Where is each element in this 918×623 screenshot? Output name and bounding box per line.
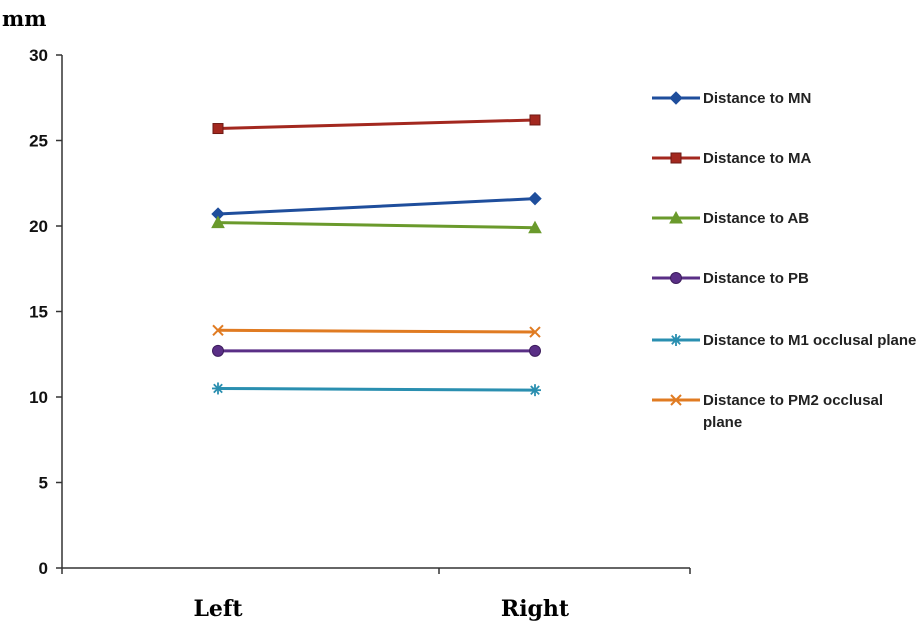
series-group <box>211 114 542 397</box>
legend-label-line: plane <box>703 414 742 431</box>
y-tick-label: 20 <box>29 217 48 236</box>
legend-label-line: Distance to MA <box>703 150 812 167</box>
legend-label-line: Distance to PB <box>703 270 809 287</box>
data-point <box>212 324 224 337</box>
legend-label-line: Distance to AB <box>703 210 809 227</box>
legend-item: Distance to PB <box>652 270 809 287</box>
series-1 <box>211 191 542 221</box>
y-tick-label: 15 <box>29 303 48 322</box>
series-line <box>217 328 536 334</box>
data-point <box>212 382 224 395</box>
legend-label: Distance to MA <box>703 150 812 167</box>
series-line <box>217 197 536 216</box>
y-tick-label: 0 <box>39 559 48 578</box>
legend-item: Distance to M1 occlusal plane <box>652 332 916 349</box>
legend-marker <box>670 334 682 346</box>
marker-stroke <box>212 324 224 337</box>
legend-marker <box>669 210 683 224</box>
data-point <box>211 215 225 229</box>
legend-label: Distance to MN <box>703 90 811 107</box>
legend-item: Distance to MN <box>652 90 811 107</box>
axes: 0 5 10 15 20 25 30 Left Right <box>29 46 691 622</box>
series-line <box>217 118 536 131</box>
legend-item: Distance to AB <box>652 210 809 227</box>
series-3 <box>211 215 542 234</box>
legend: Distance to MN Distance to MA Distance to … <box>652 90 916 431</box>
marker-stroke <box>529 326 541 338</box>
y-tick-label: 5 <box>39 474 48 493</box>
legend-label: Distance to PB <box>703 270 809 287</box>
data-point <box>529 384 541 397</box>
legend-marker <box>669 91 683 105</box>
series-5 <box>212 382 541 397</box>
data-point <box>529 114 541 126</box>
marker-stroke <box>670 394 682 406</box>
legend-label-line: Distance to MN <box>703 90 811 107</box>
legend-item: Distance to MA <box>652 150 812 167</box>
legend-label-line: Distance to M1 occlusal plane <box>703 332 916 349</box>
y-unit-label: mm <box>2 6 46 31</box>
data-point <box>212 123 224 135</box>
data-point <box>529 344 541 357</box>
data-point <box>212 344 224 357</box>
data-point <box>528 191 542 206</box>
series-line <box>217 386 536 392</box>
y-tick-label: 30 <box>29 46 48 65</box>
y-tick-label: 25 <box>29 132 48 151</box>
series-4 <box>212 344 541 357</box>
series-line <box>217 221 536 230</box>
series-2 <box>212 114 541 135</box>
x-category-label: Left <box>193 596 243 622</box>
data-point <box>528 220 542 234</box>
legend-item: Distance to PM2 occlusal plane <box>652 392 883 431</box>
legend-marker <box>670 152 682 164</box>
legend-marker <box>670 272 682 284</box>
legend-label-line: Distance to PM2 occlusal <box>703 392 883 409</box>
data-point <box>529 326 541 338</box>
y-tick-label: 10 <box>29 388 48 407</box>
legend-label: Distance to PM2 occlusal plane <box>703 392 883 431</box>
legend-marker <box>670 394 682 406</box>
legend-label: Distance to M1 occlusal plane <box>703 332 916 349</box>
legend-label: Distance to AB <box>703 210 809 227</box>
x-category-label: Right <box>501 596 570 622</box>
series-6 <box>212 324 541 338</box>
